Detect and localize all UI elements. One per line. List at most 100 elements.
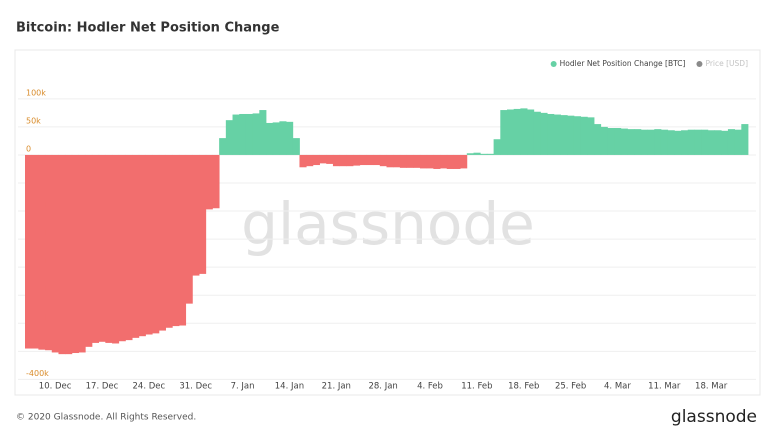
bar (573, 116, 582, 155)
watermark: glassnode (241, 190, 535, 258)
bar (38, 154, 46, 350)
bar (259, 110, 267, 155)
bar (446, 154, 454, 169)
bar (266, 122, 274, 155)
bar (78, 154, 86, 353)
bar (634, 129, 642, 155)
legend-label: Price [USD] (705, 59, 748, 68)
bar (245, 113, 254, 155)
y-tick-label: 50k (26, 116, 41, 125)
bar (199, 154, 207, 274)
bar (466, 153, 474, 155)
bar (567, 115, 575, 155)
bar (627, 129, 635, 155)
bar (299, 154, 307, 168)
bar (71, 154, 79, 354)
x-tick-label: 18. Feb (508, 382, 539, 392)
bar (714, 130, 722, 155)
bar (65, 154, 73, 355)
bar (138, 154, 146, 337)
x-tick-label: 4. Mar (604, 382, 631, 392)
bar (433, 154, 441, 169)
bar (533, 111, 541, 155)
x-tick-label: 28. Jan (368, 382, 397, 392)
bar (326, 154, 334, 164)
x-tick-label: 4. Feb (417, 382, 443, 392)
x-tick-label: 14. Jan (275, 382, 304, 392)
bar (31, 154, 39, 349)
x-tick-label: 11. Mar (648, 382, 681, 392)
bar (393, 154, 401, 168)
bar (580, 116, 588, 155)
bar (607, 128, 615, 155)
bar (212, 154, 220, 209)
chart-title: Bitcoin: Hodler Net Position Change (16, 21, 280, 36)
logo: glassnode (671, 407, 757, 427)
bar (674, 130, 682, 155)
legend-label: Hodler Net Position Change [BTC] (560, 59, 686, 68)
bar (332, 154, 341, 167)
bar (614, 128, 622, 155)
bar (587, 117, 595, 155)
bar (359, 154, 367, 166)
x-tick-label: 21. Jan (322, 382, 351, 392)
x-tick-label: 11. Feb (461, 382, 492, 392)
x-tick-label: 17. Dec (86, 382, 119, 392)
y-tick-label: 0 (26, 144, 31, 153)
bar (252, 113, 260, 155)
bar (386, 154, 394, 168)
bar (553, 114, 561, 155)
bar (419, 154, 428, 169)
bar (306, 154, 314, 167)
bar (373, 154, 381, 166)
legend-marker (550, 61, 557, 67)
bar (527, 109, 535, 155)
bar (734, 129, 742, 155)
bar (721, 130, 729, 155)
bar (540, 112, 548, 155)
bar (701, 129, 709, 155)
bar (620, 128, 628, 155)
x-tick-label: 25. Feb (555, 382, 586, 392)
x-tick-label: 10. Dec (39, 382, 72, 392)
bar (513, 108, 521, 155)
bar (219, 138, 227, 155)
bar (51, 154, 59, 353)
bar (158, 154, 166, 331)
bar (192, 154, 200, 276)
bar (91, 154, 100, 343)
bar (600, 126, 608, 155)
bar (178, 154, 187, 326)
bar (707, 130, 715, 155)
bar (741, 124, 749, 155)
bar (286, 121, 294, 155)
x-tick-label: 7. Jan (231, 382, 255, 392)
bar (413, 154, 421, 168)
bar (105, 154, 113, 343)
bar (272, 122, 280, 155)
bar (520, 108, 528, 155)
x-tick-label: 31. Dec (179, 382, 212, 392)
bar (346, 154, 354, 167)
bar (366, 154, 374, 166)
bar (460, 154, 468, 169)
bar (165, 154, 173, 328)
x-tick-label: 24. Dec (133, 382, 166, 392)
bar (493, 139, 501, 155)
bar (225, 120, 233, 155)
bar (319, 154, 327, 164)
bar (480, 153, 488, 155)
bar (45, 154, 53, 351)
legend: Price [USD] Hodler Net Position Change [B… (550, 59, 748, 68)
bar (560, 115, 568, 155)
footer: © 2020 Glassnode. All Rights Reserved. (16, 413, 196, 423)
bar (125, 154, 133, 341)
bar (85, 154, 93, 347)
bar (406, 154, 414, 168)
legend-marker (696, 61, 703, 67)
bar (279, 121, 287, 155)
bar (486, 153, 495, 155)
bar (379, 154, 387, 167)
y-tick-label: -400k (26, 369, 49, 378)
